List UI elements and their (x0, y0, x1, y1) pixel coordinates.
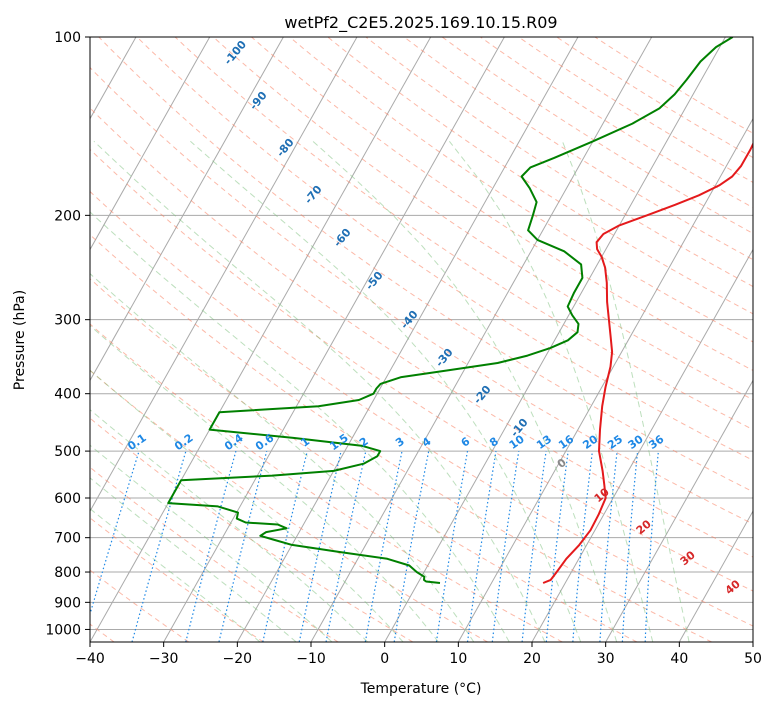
isotherm-line (90, 37, 284, 382)
moist-adiabat-line (90, 409, 368, 642)
moist-adiabat-line (449, 140, 654, 642)
mixing-ratio-line (218, 450, 268, 642)
x-tick-label: −20 (223, 651, 253, 667)
x-tick-label: 20 (523, 651, 541, 667)
isotherm-line (0, 37, 62, 642)
dry-adiabat-line (212, 37, 753, 401)
mixing-ratio-line (466, 451, 497, 642)
x-tick-label: 10 (449, 651, 467, 667)
isotherm-line (384, 37, 726, 642)
dry-adiabat-line (90, 190, 753, 627)
mixing-ratio-line (521, 451, 547, 642)
dry-adiabat-line (90, 107, 753, 558)
dry-adiabat-line (90, 369, 488, 642)
mixing-ratio-line (298, 450, 342, 642)
y-axis: 100 200 300 400 500 600 700 800 900 1000 (45, 30, 90, 638)
y-tick-label: 400 (54, 387, 81, 403)
isotherm-line (605, 379, 753, 642)
isotherm-line (457, 117, 753, 642)
moist-adiabat-line (90, 477, 297, 642)
mixing-ratio-line (90, 450, 140, 616)
mixing-ratio-line (621, 451, 639, 642)
y-tick-label: 500 (54, 444, 81, 460)
y-tick-label: 700 (54, 531, 81, 547)
moist-adiabat-line (312, 140, 618, 642)
y-tick-label: 200 (54, 208, 81, 224)
dry-adiabat-line (90, 278, 638, 642)
isotherm-line (752, 640, 753, 642)
dry-adiabat-line (136, 37, 753, 461)
x-tick-label: −40 (75, 651, 105, 667)
isotherm-line (678, 510, 753, 642)
moist-adiabat-line (90, 508, 261, 642)
y-axis-label: Pressure (hPa) (12, 290, 28, 390)
plot-frame (89, 36, 754, 643)
isotherm-line (236, 37, 579, 642)
dry-adiabat-line (90, 66, 753, 525)
x-tick-label: 50 (744, 651, 762, 667)
dry-adiabat-line (90, 323, 563, 642)
x-tick-label: −10 (296, 651, 326, 667)
chart-title: wetPf2_C2E5.2025.169.10.15.R09 (284, 13, 557, 33)
x-tick-label: −30 (149, 651, 179, 667)
x-tick-label: 30 (597, 651, 615, 667)
mixing-ratio-line (435, 450, 469, 642)
mixing-ratio-line (491, 451, 520, 642)
dry-adiabat-line (289, 37, 753, 343)
dry-adiabat-line (90, 234, 712, 642)
background-lines (0, 37, 753, 642)
y-tick-label: 900 (54, 595, 81, 611)
moist-adiabat-line (93, 140, 546, 642)
x-tick-label: 0 (380, 651, 389, 667)
moist-adiabat-line (90, 324, 439, 642)
isotherm-line (531, 248, 753, 642)
isotherm-line (90, 37, 358, 513)
dry-adiabat-line (365, 37, 753, 288)
y-tick-label: 300 (54, 313, 81, 329)
mixing-ratio-line (599, 451, 618, 642)
moist-adiabat-line (90, 273, 475, 642)
y-tick-label: 800 (54, 565, 81, 581)
y-tick-label: 600 (54, 491, 81, 507)
moist-adiabat-line (90, 444, 333, 642)
moist-adiabat-line (561, 141, 690, 642)
mixing-ratio-line (262, 450, 308, 642)
dry-adiabat-line (90, 517, 264, 642)
moist-adiabat-line (90, 211, 510, 642)
x-tick-label: 40 (670, 651, 688, 667)
temperature-profile-line (542, 141, 753, 584)
isotherm-line (90, 37, 211, 251)
dry-adiabat-line (90, 466, 339, 642)
mixing-ratio-line (545, 451, 569, 642)
dry-adiabat-line (90, 569, 190, 642)
dewpoint-profile-line (167, 37, 734, 584)
isotherm-line (163, 37, 505, 642)
moist-adiabat-line (90, 369, 404, 642)
profile-lines (167, 37, 753, 584)
mixing-ratio-line (185, 450, 237, 642)
plot-background (90, 37, 753, 642)
isotherm-line (90, 37, 432, 642)
y-tick-label: 1000 (45, 622, 81, 638)
y-tick-label: 100 (54, 30, 81, 46)
x-axis: −40 −30 −20 −10 0 10 20 30 40 50 (75, 642, 762, 667)
moist-adiabat-line (190, 140, 582, 642)
mixing-ratio-line (572, 451, 593, 642)
dry-adiabat-line (90, 148, 753, 592)
x-axis-label: Temperature (°C) (360, 681, 482, 697)
